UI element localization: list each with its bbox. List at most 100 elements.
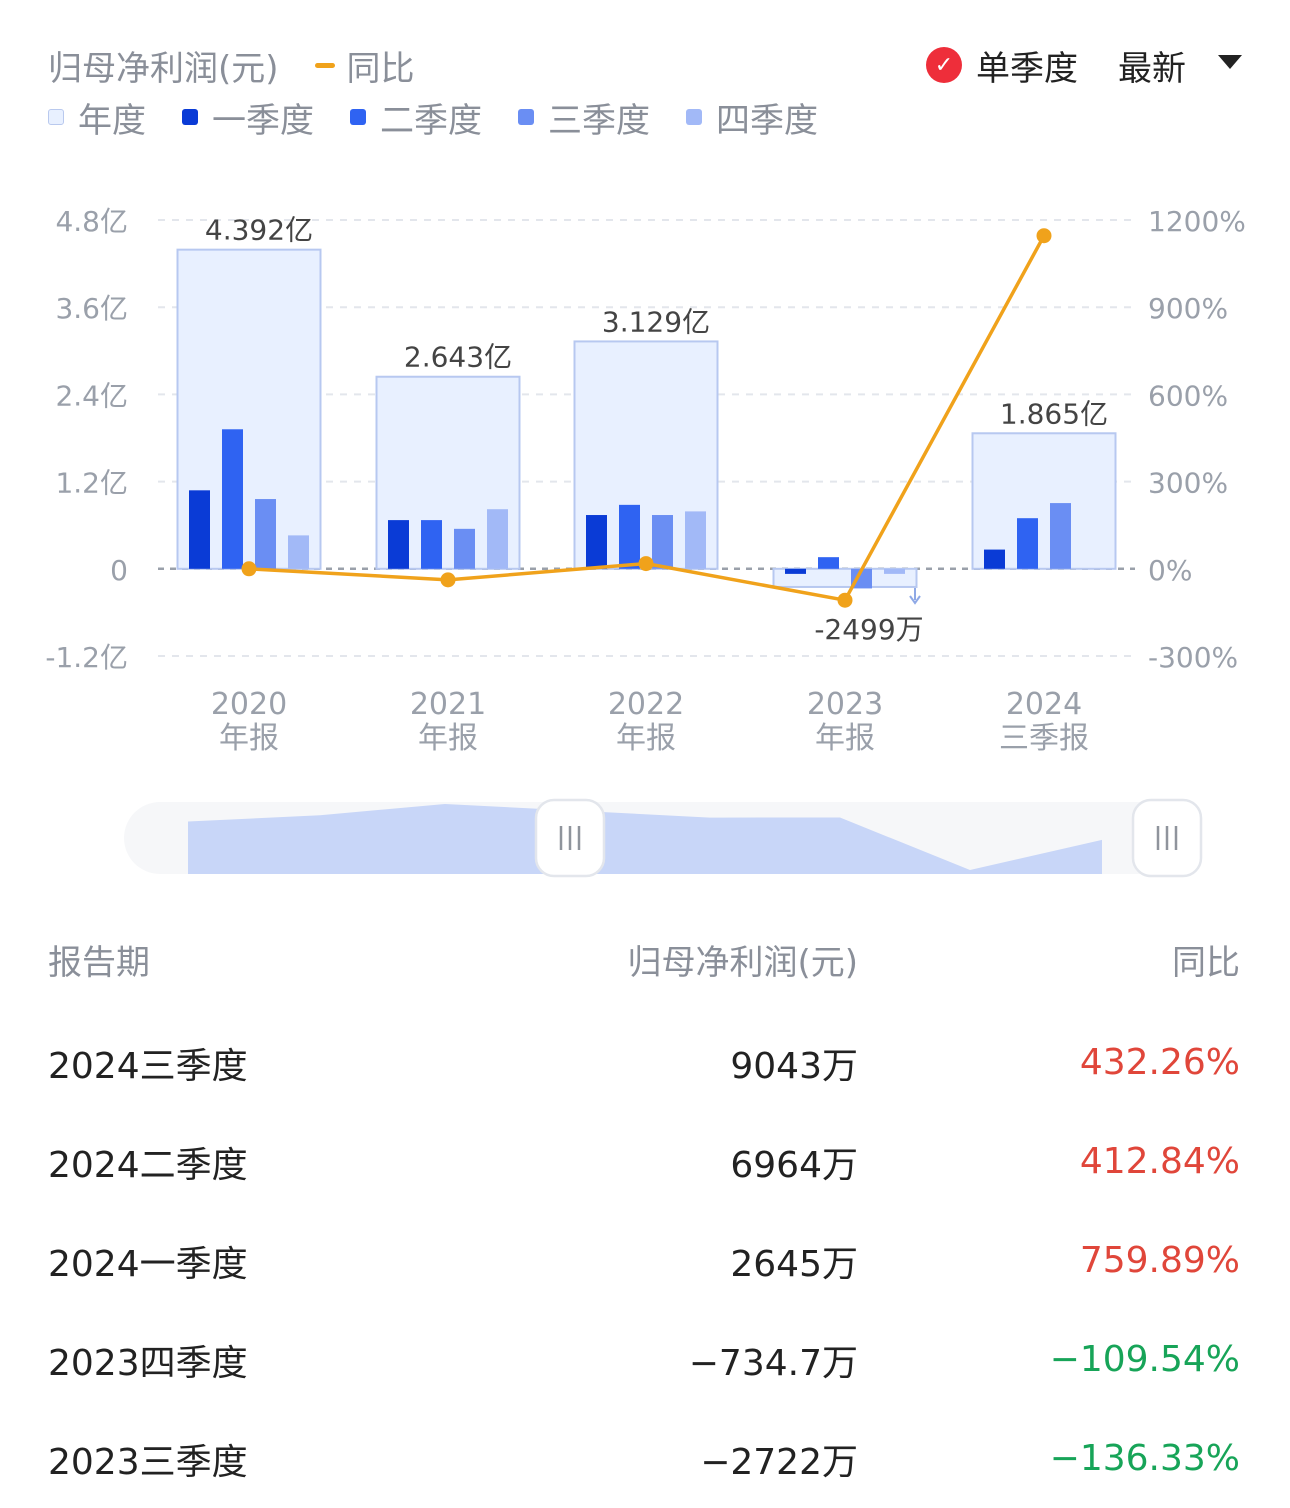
row-period: 2023四季度 bbox=[48, 1342, 248, 1384]
legend-item-3[interactable]: 三季度 bbox=[518, 93, 650, 142]
row-profit: 9043万 bbox=[730, 1045, 858, 1087]
single-quarter-toggle[interactable]: 单季度 bbox=[976, 48, 1078, 89]
x-tick-year: 2024 bbox=[1006, 687, 1082, 722]
annual-value-label: 2.643亿 bbox=[404, 341, 512, 374]
legend-item-1[interactable]: 一季度 bbox=[182, 93, 314, 142]
x-tick-report: 年报 bbox=[219, 721, 279, 756]
legend-swatch bbox=[686, 109, 702, 125]
annual-value-label: 3.129亿 bbox=[602, 305, 710, 338]
annual-bar bbox=[971, 432, 1117, 570]
y-right-tick: 900% bbox=[1148, 292, 1228, 325]
navigator-area bbox=[188, 804, 1102, 874]
annual-value-label: 4.392亿 bbox=[205, 214, 313, 247]
legend-label: 年度 bbox=[78, 100, 146, 141]
quarter-bar bbox=[818, 557, 839, 569]
legend-top: 归母净利润(元) 同比 bbox=[48, 40, 415, 90]
row-profit: −2722万 bbox=[700, 1441, 858, 1483]
header-period: 报告期 bbox=[48, 942, 150, 983]
legend-label: 四季度 bbox=[716, 100, 818, 141]
legend-label: 一季度 bbox=[212, 100, 314, 141]
down-arrow-icon bbox=[909, 588, 921, 605]
x-tick-report: 年报 bbox=[418, 721, 478, 756]
quarter-bar bbox=[487, 509, 508, 569]
quarter-bar bbox=[1050, 503, 1071, 569]
quarter-bar bbox=[984, 549, 1005, 569]
yoy-point bbox=[1036, 228, 1052, 244]
quarter-bar bbox=[785, 568, 806, 574]
y-left-tick: 1.2亿 bbox=[55, 467, 128, 500]
y-right-tick: 0% bbox=[1148, 554, 1192, 587]
legend-label: 二季度 bbox=[380, 100, 482, 141]
quarter-bar bbox=[222, 429, 243, 569]
yoy-point bbox=[638, 556, 654, 572]
table-header: 报告期 归母净利润(元) 同比 bbox=[48, 905, 1240, 1013]
yoy-point bbox=[241, 561, 257, 577]
profit-chart: 4.8亿 1200% 3.6亿 900% 2.4亿 600% 1.2亿 300% 0 0% -1.2… bbox=[45, 205, 1246, 878]
y-right-tick: 1200% bbox=[1148, 205, 1246, 238]
check-icon[interactable]: ✓ bbox=[926, 47, 962, 83]
quarter-bar bbox=[388, 520, 409, 569]
caret-down-icon[interactable] bbox=[1218, 55, 1242, 69]
legend-swatch bbox=[518, 109, 534, 125]
quarter-bar bbox=[586, 515, 607, 569]
chart-controls: ✓ 单季度 最新 bbox=[926, 40, 1242, 90]
row-period: 2024一季度 bbox=[48, 1243, 248, 1285]
table-row[interactable]: 2024三季度 9043万 432.26% bbox=[48, 1013, 1240, 1112]
yoy-legend-label[interactable]: 同比 bbox=[346, 48, 415, 89]
quarter-bar bbox=[454, 528, 475, 569]
table-row[interactable]: 2023四季度 −734.7万 −109.54% bbox=[48, 1310, 1240, 1409]
table-row[interactable]: 2024二季度 6964万 412.84% bbox=[48, 1112, 1240, 1211]
legend-label: 三季度 bbox=[548, 100, 650, 141]
x-tick-report: 年报 bbox=[815, 721, 875, 756]
row-yoy: 759.89% bbox=[1079, 1240, 1240, 1281]
quarter-bar bbox=[288, 535, 309, 569]
yoy-line-swatch bbox=[314, 62, 335, 68]
row-profit: −734.7万 bbox=[688, 1342, 858, 1384]
legend-item-2[interactable]: 二季度 bbox=[350, 93, 482, 142]
row-period: 2023三季度 bbox=[48, 1441, 248, 1483]
y-left-tick: 3.6亿 bbox=[55, 292, 128, 325]
table-row[interactable]: 2024一季度 2645万 759.89% bbox=[48, 1211, 1240, 1310]
legend-series: 年度 一季度 二季度 三季度 四季度 bbox=[48, 93, 854, 142]
table-body: 2024三季度 9043万 432.26% 2024二季度 6964万 412.84% 20… bbox=[48, 1013, 1240, 1508]
x-tick-year: 2022 bbox=[608, 687, 684, 722]
row-period: 2024二季度 bbox=[48, 1144, 248, 1186]
quarter-bar bbox=[652, 515, 673, 569]
quarter-bar bbox=[255, 499, 276, 569]
row-yoy: 412.84% bbox=[1079, 1141, 1240, 1182]
legend-swatch bbox=[182, 109, 198, 125]
x-tick-report: 年报 bbox=[616, 721, 676, 756]
row-yoy: −109.54% bbox=[1049, 1339, 1240, 1380]
x-tick-year: 2020 bbox=[211, 687, 287, 722]
table-row[interactable]: 2023三季度 −2722万 −136.33% bbox=[48, 1409, 1240, 1508]
yoy-point bbox=[837, 592, 853, 608]
legend-item-4[interactable]: 四季度 bbox=[686, 93, 818, 142]
row-yoy: 432.26% bbox=[1079, 1042, 1240, 1083]
y-right-tick: 600% bbox=[1148, 379, 1228, 412]
quarter-bar bbox=[619, 504, 640, 569]
x-tick-year: 2023 bbox=[807, 687, 883, 722]
x-tick-report: 三季报 bbox=[999, 721, 1089, 756]
header-profit: 归母净利润(元) bbox=[627, 942, 858, 983]
yoy-point bbox=[440, 572, 456, 588]
annual-value-label: 1.865亿 bbox=[1000, 397, 1108, 430]
quarter-bar bbox=[189, 490, 210, 569]
legend-swatch bbox=[48, 109, 64, 125]
legend-item-0[interactable]: 年度 bbox=[48, 93, 146, 142]
latest-dropdown-label[interactable]: 最新 bbox=[1118, 48, 1186, 89]
quarter-bar bbox=[685, 511, 706, 569]
quarter-bar bbox=[421, 520, 442, 569]
y-left-tick: 2.4亿 bbox=[55, 379, 128, 412]
legend-swatch bbox=[350, 109, 366, 125]
row-profit: 2645万 bbox=[730, 1243, 858, 1285]
annual-value-label: -2499万 bbox=[814, 613, 923, 646]
metric-label: 归母净利润(元) bbox=[48, 48, 279, 89]
row-period: 2024三季度 bbox=[48, 1045, 248, 1087]
y-left-tick: 0 bbox=[110, 554, 128, 587]
x-tick-year: 2021 bbox=[410, 687, 486, 722]
y-left-tick: 4.8亿 bbox=[55, 205, 128, 238]
profit-table: 报告期 归母净利润(元) 同比 2024三季度 9043万 432.26% 2024二… bbox=[48, 905, 1240, 1508]
header-yoy: 同比 bbox=[1172, 942, 1240, 983]
quarter-bar bbox=[884, 568, 905, 574]
y-right-tick: -300% bbox=[1148, 641, 1238, 674]
